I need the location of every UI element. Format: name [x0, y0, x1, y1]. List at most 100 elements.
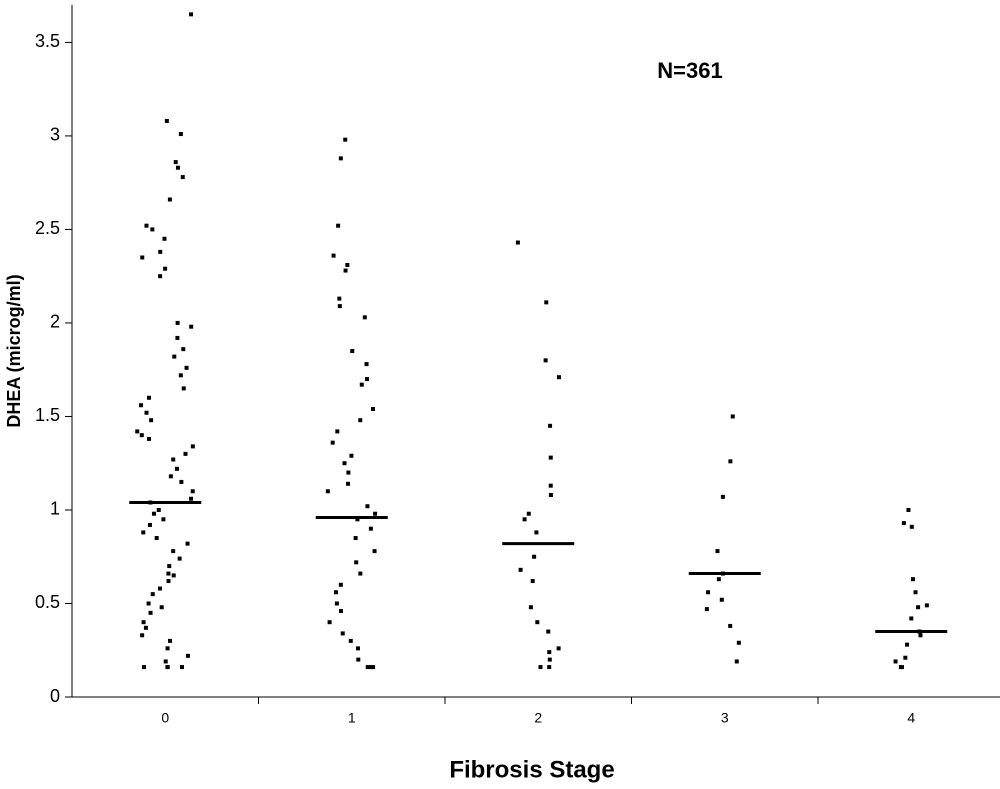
data-point: [158, 274, 163, 279]
data-point: [140, 255, 145, 260]
data-point: [358, 571, 363, 576]
data-point: [544, 300, 549, 305]
data-point: [171, 457, 176, 462]
data-point: [331, 253, 336, 258]
data-point: [190, 444, 195, 449]
data-point: [336, 223, 341, 228]
data-point: [909, 616, 914, 621]
data-point: [515, 240, 520, 245]
data-point: [144, 223, 149, 228]
data-point: [338, 156, 343, 161]
data-point: [547, 657, 552, 662]
data-point: [167, 197, 172, 202]
y-tick-label: 0: [50, 686, 60, 706]
data-point: [730, 414, 735, 419]
data-point: [146, 601, 151, 606]
data-point: [535, 620, 540, 625]
data-point: [334, 601, 339, 606]
data-point: [143, 625, 148, 630]
x-tick-label: 0: [161, 710, 169, 726]
data-point: [370, 406, 375, 411]
data-point: [175, 335, 180, 340]
data-point: [173, 160, 178, 165]
data-point: [342, 461, 347, 466]
data-point: [526, 511, 531, 516]
data-point: [522, 517, 527, 522]
data-point: [355, 517, 360, 522]
data-point: [728, 623, 733, 628]
data-point: [898, 665, 903, 670]
data-point: [149, 418, 154, 423]
data-point: [346, 470, 351, 475]
data-point: [165, 646, 170, 651]
x-tick-label: 2: [534, 710, 542, 726]
data-point: [140, 633, 145, 638]
data-point: [180, 175, 185, 180]
data-point: [349, 453, 354, 458]
data-point: [346, 481, 351, 486]
data-point: [372, 549, 377, 554]
data-point: [166, 571, 171, 576]
data-point: [168, 474, 173, 479]
data-point: [534, 530, 539, 535]
data-point: [548, 493, 553, 498]
data-point: [141, 530, 146, 535]
data-point: [343, 137, 348, 142]
data-point: [916, 605, 921, 610]
data-point: [910, 577, 915, 582]
annotation: N=361: [657, 58, 722, 83]
y-axis-label: DHEA (microg/ml): [4, 274, 24, 427]
data-point: [151, 511, 156, 516]
y-tick-label: 0.5: [35, 592, 60, 612]
data-point: [189, 12, 194, 17]
data-point: [338, 582, 343, 587]
data-point: [167, 564, 172, 569]
data-point: [528, 605, 533, 610]
data-point: [355, 646, 360, 651]
data-point: [556, 375, 561, 380]
data-point: [327, 620, 332, 625]
data-point: [362, 315, 367, 320]
data-point: [165, 665, 170, 670]
data-point: [163, 659, 168, 664]
data-point: [734, 659, 739, 664]
data-point: [154, 536, 159, 541]
data-point: [164, 118, 169, 123]
data-point: [181, 386, 186, 391]
data-point: [356, 657, 361, 662]
x-axis-label: Fibrosis Stage: [449, 756, 614, 783]
data-point: [354, 560, 359, 565]
data-point: [364, 362, 369, 367]
data-point: [179, 479, 184, 484]
data-point: [146, 395, 151, 400]
data-point: [337, 296, 342, 301]
data-point: [353, 536, 358, 541]
data-point: [373, 511, 378, 516]
data-point: [144, 410, 149, 415]
data-point: [893, 659, 898, 664]
data-point: [139, 433, 144, 438]
data-point: [161, 517, 166, 522]
data-point: [177, 556, 182, 561]
data-point: [532, 554, 537, 559]
data-point: [918, 633, 923, 638]
data-point: [924, 603, 929, 608]
data-point: [345, 262, 350, 267]
data-point: [174, 466, 179, 471]
data-point: [901, 521, 906, 526]
y-tick-label: 1: [50, 499, 60, 519]
data-point: [371, 665, 376, 670]
x-tick-label: 3: [721, 710, 729, 726]
data-point: [720, 494, 725, 499]
y-tick-label: 1.5: [35, 405, 60, 425]
data-point: [333, 590, 338, 595]
data-point: [538, 665, 543, 670]
data-point: [547, 665, 552, 670]
data-point: [158, 249, 163, 254]
data-point: [185, 541, 190, 546]
data-point: [330, 440, 335, 445]
data-point: [147, 436, 152, 441]
data-point: [903, 655, 908, 660]
x-tick-label: 1: [348, 710, 356, 726]
